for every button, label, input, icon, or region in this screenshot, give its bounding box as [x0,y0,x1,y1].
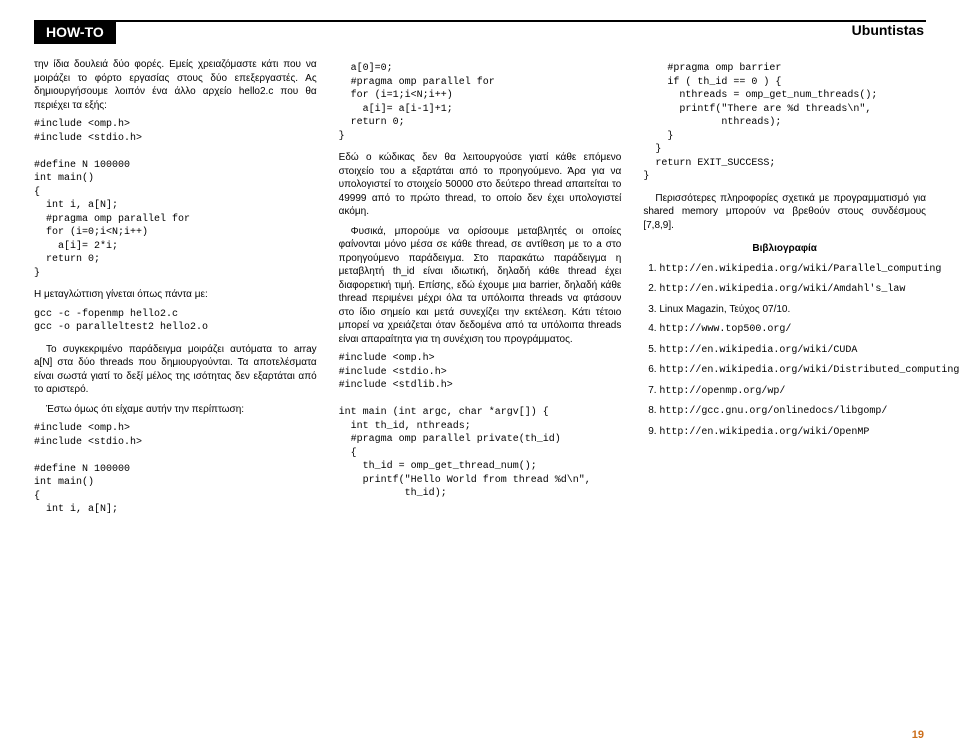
column-3: #pragma omp barrier if ( th_id == 0 ) { … [643,58,926,525]
col2-p1: Εδώ ο κώδικας δεν θα λειτουργούσε γιατί … [339,151,622,219]
col1-code3: #include <omp.h> #include <stdio.h> #def… [34,422,317,517]
bib-item: http://en.wikipedia.org/wiki/Amdahl's_la… [659,282,926,297]
bib-item: http://en.wikipedia.org/wiki/Distributed… [659,363,926,378]
col1-p4: Έστω όμως ότι είχαμε αυτήν την περίπτωση… [34,403,317,417]
col1-code2: gcc -c -fopenmp hello2.c gcc -o parallel… [34,308,317,335]
column-1: την ίδια δουλειά δύο φορές. Εμείς χρειαζ… [34,58,317,525]
howto-tab: HOW-TO [34,20,116,44]
bibliography-title: Βιβλιογραφία [643,242,926,256]
bib-item: Linux Magazin, Τεύχος 07/10. [659,303,926,317]
content-columns: την ίδια δουλειά δύο φορές. Εμείς χρειαζ… [34,58,926,525]
brand-logo: Ubuntistas [852,22,924,38]
col3-code1: #pragma omp barrier if ( th_id == 0 ) { … [643,62,926,184]
col1-code1: #include <omp.h> #include <stdio.h> #def… [34,118,317,280]
bib-item: http://en.wikipedia.org/wiki/CUDA [659,343,926,358]
bib-item: http://gcc.gnu.org/onlinedocs/libgomp/ [659,404,926,419]
bib-item: http://openmp.org/wp/ [659,384,926,399]
bibliography-list: http://en.wikipedia.org/wiki/Parallel_co… [643,262,926,440]
col2-code2: #include <omp.h> #include <stdio.h> #inc… [339,352,622,501]
col1-p2: Η μεταγλώττιση γίνεται όπως πάντα με: [34,288,317,302]
bib-item: http://en.wikipedia.org/wiki/OpenMP [659,425,926,440]
col2-p2: Φυσικά, μπορούμε να ορίσουμε μεταβλητές … [339,225,622,347]
header-rule [34,20,926,22]
bib-item: http://www.top500.org/ [659,322,926,337]
column-2: a[0]=0; #pragma omp parallel for for (i=… [339,58,622,525]
bib-item: http://en.wikipedia.org/wiki/Parallel_co… [659,262,926,277]
col2-code1: a[0]=0; #pragma omp parallel for for (i=… [339,62,622,143]
col1-p3: Το συγκεκριμένο παράδειγμα μοιράζει αυτό… [34,343,317,397]
col3-p1: Περισσότερες πληροφορίες σχετικά με προγ… [643,192,926,233]
page: HOW-TO Ubuntistas την ίδια δουλειά δύο φ… [0,20,960,751]
col1-p1: την ίδια δουλειά δύο φορές. Εμείς χρειαζ… [34,58,317,112]
